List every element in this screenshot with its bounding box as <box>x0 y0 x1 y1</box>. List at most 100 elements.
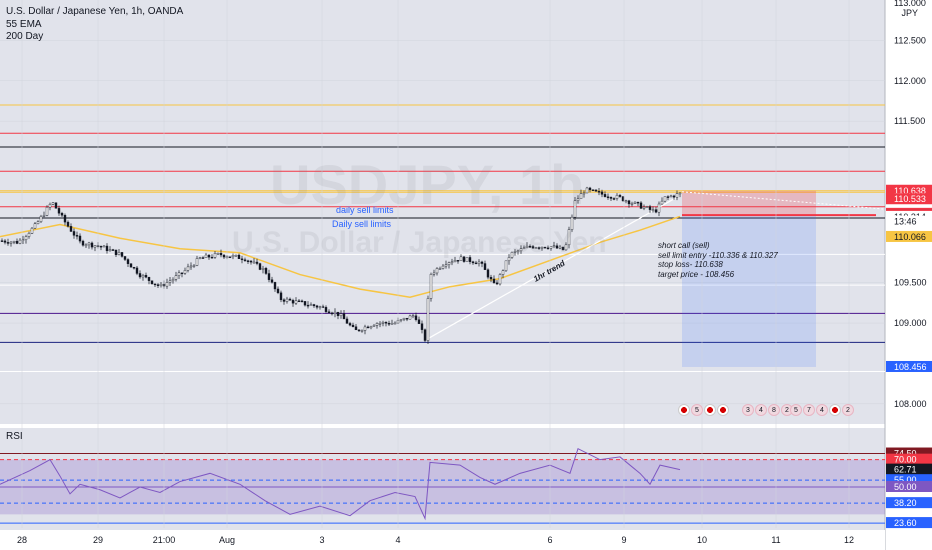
candle-body <box>237 254 241 260</box>
candle-body <box>102 245 106 248</box>
candle-body <box>447 262 451 265</box>
candle-body <box>12 240 16 243</box>
candle-body <box>678 192 682 195</box>
candle-body <box>636 201 640 204</box>
candle-body <box>465 257 469 262</box>
rsi-badge-label: 38.20 <box>894 498 917 508</box>
candle-body <box>207 254 211 258</box>
candle-body <box>204 254 208 258</box>
price-badge <box>886 184 932 196</box>
y-tick-label: 108.000 <box>894 399 927 409</box>
candle-body <box>627 200 631 205</box>
candle-body <box>348 323 352 326</box>
candle-body <box>24 236 28 240</box>
candle-body <box>393 322 397 325</box>
candle-body <box>582 192 586 195</box>
candle-body <box>480 261 484 264</box>
rsi-badge <box>886 447 932 459</box>
candle-body <box>306 304 310 307</box>
candle-body <box>48 204 52 208</box>
candle-body <box>57 208 61 214</box>
x-tick-label: 12 <box>844 535 854 545</box>
candle-body <box>312 304 316 307</box>
event-badge[interactable]: 8 <box>768 404 780 416</box>
candle-body <box>657 203 661 213</box>
trend-line <box>426 194 681 340</box>
candle-body <box>300 300 304 303</box>
price-badge-label: 110.533 <box>894 194 926 204</box>
event-markers[interactable]: 5 <box>678 404 729 416</box>
candle-body <box>612 198 616 200</box>
candle-body <box>588 187 592 190</box>
candle-body <box>303 301 307 306</box>
candle-body <box>426 298 430 341</box>
candle-body <box>279 292 283 301</box>
candle-body <box>498 274 502 285</box>
ema-indicator-label[interactable]: 55 EMA <box>6 19 42 30</box>
event-badge[interactable]: 5 <box>691 404 703 416</box>
candle-body <box>405 317 409 320</box>
candle-body <box>276 288 280 294</box>
candle-body <box>420 323 424 330</box>
x-tick-label: 3 <box>319 535 324 545</box>
candle-body <box>600 191 604 195</box>
candle-body <box>186 266 190 271</box>
candle-body <box>45 206 49 216</box>
rsi-badge <box>886 481 932 492</box>
rsi-badge <box>886 497 932 509</box>
candle-body <box>570 216 574 230</box>
candle-body <box>366 326 370 329</box>
price-badge-label: 13:46 <box>894 217 917 227</box>
candle-body <box>522 247 526 250</box>
candle-body <box>510 252 514 258</box>
candle-body <box>471 261 475 264</box>
x-tick-label: Aug <box>219 535 235 545</box>
event-flag-icon[interactable] <box>678 404 690 416</box>
time-axis <box>0 530 885 550</box>
candle-body <box>567 229 571 246</box>
candle-body <box>210 256 214 259</box>
candle-body <box>159 283 163 286</box>
price-badge-label: 110.066 <box>894 232 926 242</box>
candle-body <box>147 276 151 281</box>
candle-body <box>126 259 130 264</box>
candle-body <box>501 270 505 275</box>
candle-body <box>267 273 271 280</box>
candle-body <box>387 323 391 325</box>
event-flag-icon[interactable] <box>704 404 716 416</box>
candle-body <box>441 265 445 269</box>
event-badge[interactable]: 5 <box>790 404 802 416</box>
candle-body <box>564 244 568 251</box>
candle-body <box>609 197 613 199</box>
sma-indicator-label[interactable]: 200 Day <box>6 31 44 42</box>
event-badge[interactable]: 2 <box>842 404 854 416</box>
candle-body <box>675 193 679 198</box>
event-badge[interactable]: 3 <box>742 404 754 416</box>
event-flag-icon[interactable] <box>829 404 841 416</box>
symbol-title[interactable]: U.S. Dollar / Japanese Yen, 1h, OANDA <box>6 6 184 17</box>
event-badge[interactable]: 4 <box>755 404 767 416</box>
x-tick-label: 29 <box>93 535 103 545</box>
candle-body <box>294 300 298 304</box>
event-markers[interactable]: 5 7 4 2 <box>790 404 854 416</box>
x-tick-label: 9 <box>621 535 626 545</box>
candle-body <box>321 306 325 308</box>
event-markers[interactable]: 3 4 8 2 <box>742 404 793 416</box>
candle-body <box>99 245 103 248</box>
candle-body <box>60 213 64 216</box>
candle-body <box>189 265 193 268</box>
rsi-title[interactable]: RSI <box>6 431 23 442</box>
candle-body <box>354 326 358 331</box>
y-tick-label: 111.500 <box>894 116 925 126</box>
candle-body <box>114 249 118 256</box>
candle-body <box>477 261 481 264</box>
event-badge[interactable]: 7 <box>803 404 815 416</box>
rsi-badge-label: 74.50 <box>894 449 917 459</box>
daily-sell-label-1: daily sell limits <box>336 205 394 215</box>
y-tick-label: 112.500 <box>894 35 926 45</box>
event-badge[interactable]: 4 <box>816 404 828 416</box>
event-flag-icon[interactable] <box>717 404 729 416</box>
note-line: stop loss- 110.638 <box>658 260 723 269</box>
candle-body <box>399 319 403 321</box>
